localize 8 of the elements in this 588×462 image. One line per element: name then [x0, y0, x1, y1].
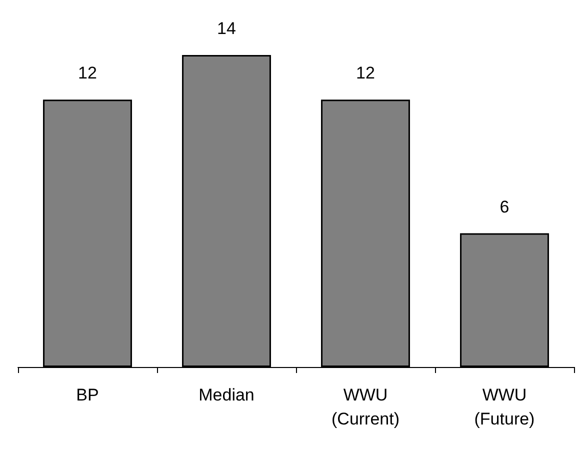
x-tick-label: BP: [76, 386, 99, 404]
data-label: 12: [356, 64, 375, 83]
x-tick-label: WWU (Current): [331, 386, 400, 428]
x-tick-label: WWU (Future): [474, 386, 535, 428]
data-label: 14: [217, 19, 236, 38]
data-label: 12: [78, 64, 97, 83]
x-tick-label: Median: [198, 386, 254, 404]
data-label: 6: [500, 197, 510, 216]
